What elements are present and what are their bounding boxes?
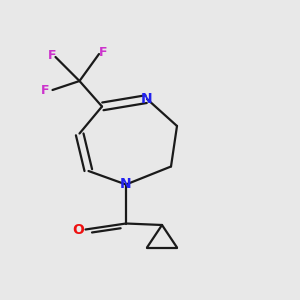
Text: O: O xyxy=(72,223,84,236)
Text: F: F xyxy=(99,46,108,59)
Text: N: N xyxy=(120,178,132,191)
Text: N: N xyxy=(141,92,153,106)
Text: F: F xyxy=(41,83,49,97)
Text: F: F xyxy=(48,49,57,62)
